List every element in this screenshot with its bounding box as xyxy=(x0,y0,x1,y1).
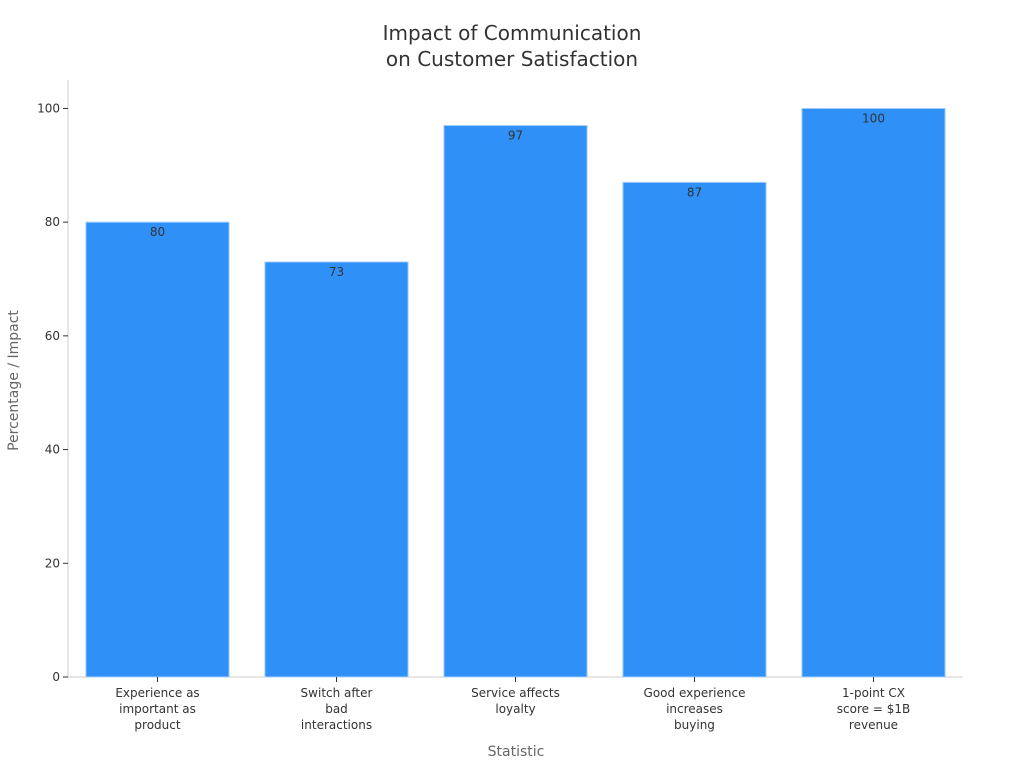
x-axis-label: Statistic xyxy=(488,744,545,760)
x-tick-label: Good experience increases buying xyxy=(644,686,746,732)
data-label: 80 xyxy=(150,225,165,239)
y-tick-label: 80 xyxy=(45,215,60,229)
y-axis-label: Percentage / Impact xyxy=(6,310,22,451)
bar xyxy=(443,124,588,678)
y-tick-label: 20 xyxy=(45,556,60,570)
bar xyxy=(85,221,230,678)
y-tick-label: 60 xyxy=(45,329,60,343)
data-label: 100 xyxy=(862,111,885,125)
data-label: 97 xyxy=(508,128,523,142)
data-label: 87 xyxy=(687,185,702,199)
y-tick-label: 0 xyxy=(52,670,60,684)
y-tick-label: 40 xyxy=(45,443,60,457)
y-tick-label: 100 xyxy=(37,101,60,115)
data-label: 73 xyxy=(329,265,344,279)
bar xyxy=(801,107,946,678)
plot-area: 0 20 40 60 80 100 80 Experience as important as p… xyxy=(37,80,963,732)
x-tick-label: Service affects loyalty xyxy=(471,686,560,716)
bar xyxy=(264,261,409,678)
x-tick-label: Switch after bad interactions xyxy=(301,686,373,732)
chart-title: Impact of Communication on Customer Satis… xyxy=(383,21,642,71)
x-tick-label: 1-point CX score = $1B revenue xyxy=(837,686,910,732)
x-tick-label: Experience as important as product xyxy=(115,686,199,732)
bar xyxy=(622,181,767,678)
